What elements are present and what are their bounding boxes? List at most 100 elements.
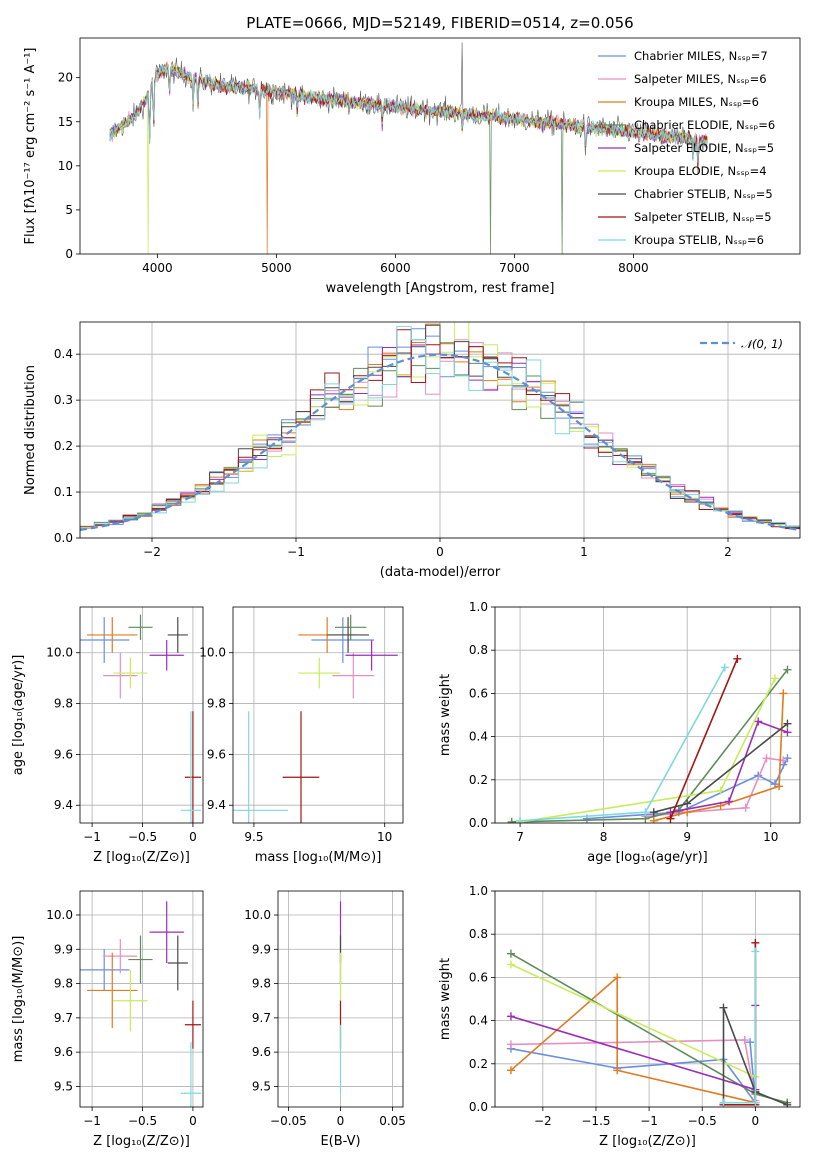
weight-series-line bbox=[510, 1005, 757, 1091]
weight-marker bbox=[507, 817, 516, 823]
y-tick-label: 9.6 bbox=[252, 1045, 271, 1059]
x-tick-label: −2 bbox=[143, 545, 161, 559]
errorbar-point bbox=[167, 935, 188, 991]
x-tick-label: 9.5 bbox=[244, 830, 263, 844]
mass_vs_ebv-axes: −0.05 0 0.05 9.5 9.6 9.7 9.8 9.9 10.0 E(B-V) bbox=[244, 891, 406, 1149]
weight-series-line bbox=[722, 1007, 788, 1106]
y-tick-label: 9.6 bbox=[207, 747, 226, 761]
x-tick-label: −1 bbox=[83, 830, 101, 844]
y-tick-label: 9.5 bbox=[54, 1079, 73, 1093]
y-tick-label: 9.9 bbox=[54, 942, 73, 956]
y-tick-label: 0.4 bbox=[54, 347, 73, 361]
age_vs_Z-axes: −1 −0.5 0 9.4 9.6 9.8 10.0 Z [log₁₀(Z/Z⊙)] age [… bbox=[11, 607, 203, 865]
x-tick-label: −1 bbox=[83, 1114, 101, 1128]
errorbar-point bbox=[327, 617, 369, 653]
weight-series-line bbox=[510, 1039, 757, 1101]
x-tick-label: 6000 bbox=[380, 261, 411, 275]
y-tick-label: 9.6 bbox=[54, 1045, 73, 1059]
x-axis-label: Z [log₁₀(Z/Z⊙)] bbox=[599, 1134, 696, 1149]
y-tick-label: 5 bbox=[65, 203, 73, 217]
y-tick-label: 0 bbox=[65, 247, 73, 261]
weight-marker bbox=[724, 797, 733, 806]
errorbar-point bbox=[87, 617, 138, 653]
y-axis-label: Normed distribution bbox=[23, 365, 38, 495]
errorbar-point bbox=[128, 614, 153, 641]
weight-marker bbox=[506, 1012, 515, 1021]
spectrum-series-line bbox=[109, 63, 708, 254]
errorbar-point bbox=[180, 711, 201, 823]
y-tick-label: 0.1 bbox=[54, 485, 73, 499]
y-tick-label: 0.0 bbox=[54, 531, 73, 545]
legend-entry: Chabrier ELODIE, Nₛₛₚ=6 bbox=[634, 118, 775, 132]
weight-marker bbox=[506, 960, 515, 969]
x-axis-label: wavelength [Angstrom, rest frame] bbox=[326, 281, 555, 296]
x-tick-label: 10 bbox=[763, 830, 778, 844]
spectrum-legend: Chabrier MILES, Nₛₛₚ=7 Salpeter MILES, Nₛ… bbox=[598, 49, 775, 247]
x-tick-label: 1 bbox=[580, 545, 588, 559]
x-tick-label: −1.5 bbox=[581, 1114, 610, 1128]
weight_vs_age-lines bbox=[507, 654, 792, 823]
y-tick-label: 0.6 bbox=[469, 686, 488, 700]
weight-marker bbox=[716, 786, 725, 795]
weight_vs_Z-frame bbox=[494, 890, 801, 1108]
x-tick-label: 0 bbox=[752, 1114, 760, 1128]
weight-marker bbox=[779, 689, 788, 698]
y-tick-label: 9.8 bbox=[207, 697, 226, 711]
spectrum-series-line bbox=[109, 62, 708, 254]
weight-marker bbox=[740, 1036, 749, 1045]
weight-marker bbox=[783, 719, 792, 728]
weight-marker bbox=[666, 814, 675, 823]
errorbar-point bbox=[184, 1000, 201, 1049]
age_vs_Z-frame bbox=[79, 606, 204, 824]
x-tick-label: 0 bbox=[436, 545, 444, 559]
legend-entry: 𝒩(0, 1) bbox=[741, 337, 783, 351]
y-tick-label: 9.8 bbox=[54, 697, 73, 711]
weight_vs_age-frame bbox=[494, 606, 801, 824]
y-tick-label: 15 bbox=[58, 115, 73, 129]
errorbar-point bbox=[233, 711, 288, 823]
y-tick-label: 0.8 bbox=[469, 927, 488, 941]
mass_vs_Z-axes: −1 −0.5 0 9.5 9.6 9.7 9.8 9.9 10.0 Z [log₁₀(Z/Z⊙)… bbox=[11, 891, 203, 1149]
x-tick-label: −1 bbox=[287, 545, 305, 559]
age_vs_mass-points bbox=[233, 614, 398, 823]
weight-marker bbox=[733, 654, 742, 663]
x-tick-label: 7000 bbox=[499, 261, 530, 275]
weight-marker bbox=[613, 1066, 622, 1075]
y-tick-label: 20 bbox=[58, 71, 73, 85]
legend-entry: Salpeter MILES, Nₛₛₚ=6 bbox=[634, 72, 767, 86]
weight-marker bbox=[751, 1098, 760, 1107]
y-tick-label: 0.2 bbox=[54, 439, 73, 453]
y-tick-label: 10.0 bbox=[199, 646, 226, 660]
x-tick-label: 0 bbox=[337, 1114, 345, 1128]
weight_vs_Z-axes: −2 −1.5 −1 −0.5 0 0.0 0.2 0.4 0.6 0.8 1.0 Z [log₁₀(… bbox=[438, 884, 800, 1149]
spectrum-frame bbox=[79, 37, 801, 255]
y-tick-label: 9.6 bbox=[54, 747, 73, 761]
weight-marker bbox=[649, 808, 658, 817]
weight-marker bbox=[719, 1003, 728, 1012]
x-tick-label: 2 bbox=[724, 545, 732, 559]
residual-legend: 𝒩(0, 1) bbox=[700, 337, 783, 351]
errorbar-point bbox=[335, 614, 367, 641]
x-tick-label: 8000 bbox=[618, 261, 649, 275]
errorbar-point bbox=[167, 617, 188, 653]
y-tick-label: 0.4 bbox=[469, 730, 488, 744]
weight-series-line bbox=[653, 693, 785, 822]
errorbar-point bbox=[103, 939, 138, 974]
x-tick-label: 0.05 bbox=[379, 1114, 406, 1128]
y-tick-label: 9.5 bbox=[252, 1079, 271, 1093]
y-axis-label: Flux [fλ10⁻¹⁷ erg cm⁻² s⁻¹ A⁻¹] bbox=[23, 48, 38, 245]
y-tick-label: 0.3 bbox=[54, 393, 73, 407]
y-tick-label: 0.0 bbox=[469, 1100, 488, 1114]
weight-marker bbox=[613, 973, 622, 982]
y-tick-label: 9.7 bbox=[252, 1011, 271, 1025]
x-tick-label: −0.5 bbox=[688, 1114, 717, 1128]
x-tick-label: 4000 bbox=[142, 261, 173, 275]
spectrum-lines bbox=[109, 42, 708, 254]
y-tick-label: 10.0 bbox=[244, 908, 271, 922]
x-tick-label: −2 bbox=[534, 1114, 552, 1128]
weight-marker bbox=[506, 1066, 515, 1075]
weight-marker bbox=[770, 674, 779, 683]
mass_vs_Z-frame bbox=[79, 890, 204, 1108]
age_vs_mass-frame bbox=[232, 606, 404, 824]
spectrum-axes: 4000 5000 6000 7000 8000 0 5 10 15 20 wavelength [… bbox=[23, 48, 649, 297]
